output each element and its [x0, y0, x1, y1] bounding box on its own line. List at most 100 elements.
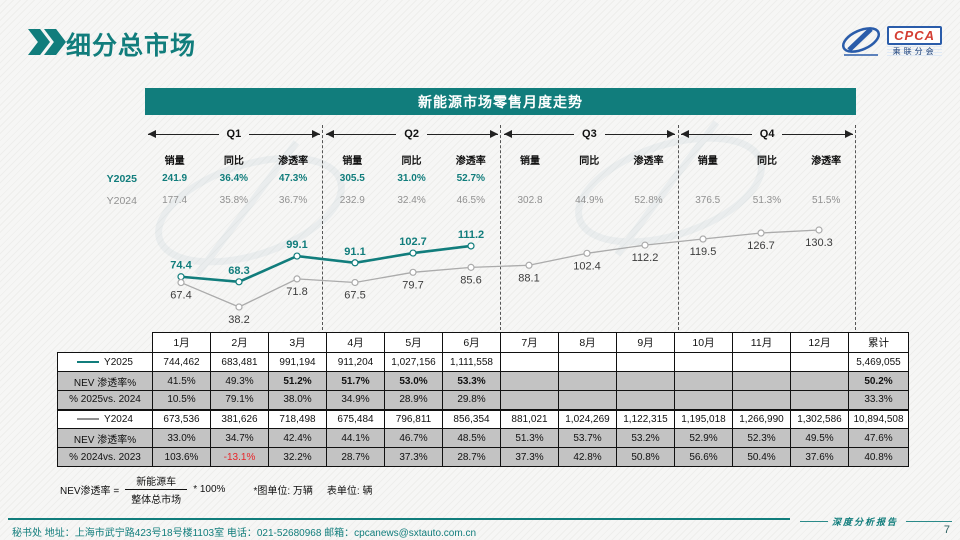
footer-rule-segment — [906, 521, 952, 522]
stat-header-row: 销量 同比 渗透率 销量 同比 渗透率 销量 同比 渗透率 销量 同比 渗透率 — [145, 152, 856, 168]
stat-cell: 52.8% — [634, 195, 663, 206]
table-cell: 37.6% — [790, 447, 849, 467]
data-label: 126.7 — [747, 240, 775, 252]
table-cell: 42.4% — [268, 428, 327, 448]
stat-cell: 51.3% — [752, 195, 782, 206]
y2024-stat-row: 177.4 35.8% 36.7% 232.9 32.4% 46.5% 302.8 44.9%… — [145, 195, 856, 211]
row-label: Y2025 — [57, 352, 153, 372]
row-label: NEV 渗透率% — [57, 371, 153, 391]
formula-denominator: 整体总市场 — [125, 489, 188, 506]
table-cell: 41.5% — [152, 371, 211, 391]
right-arrow-icon — [249, 130, 320, 138]
stat-cell: 44.9% — [575, 195, 604, 206]
table-cell — [732, 390, 791, 410]
table-cell: 991,194 — [268, 352, 327, 372]
stat-cell — [797, 173, 856, 189]
table-cell: 28.7% — [326, 447, 385, 467]
table-cell: 49.3% — [210, 371, 269, 391]
stat-cell: 同比 — [579, 156, 600, 167]
table-cell: 40.8% — [848, 447, 909, 467]
table-cell — [500, 371, 559, 391]
row-label: Y2024 — [57, 408, 153, 429]
stat-cell: 同比 — [756, 156, 777, 167]
stat-cell: 31.0% — [397, 173, 426, 184]
table-cell — [616, 371, 675, 391]
footer-contact: 秘书处 地址：上海市武宁路423号18号楼1103室 电话：021-526809… — [12, 528, 477, 539]
quarter-span-q3: Q3 — [501, 125, 679, 143]
data-point — [351, 259, 359, 267]
data-label: 130.3 — [805, 237, 833, 249]
series-line-y2024 — [180, 229, 820, 308]
data-point — [351, 278, 359, 287]
data-label: 67.4 — [170, 290, 191, 302]
table-cell: 50.4% — [732, 447, 791, 467]
data-point — [467, 242, 475, 250]
stat-cell: 241.9 — [162, 173, 188, 184]
formula-lhs: NEV渗透率 = — [60, 486, 120, 497]
stat-cell: 同比 — [223, 156, 244, 167]
data-point — [525, 261, 533, 269]
table-cell: 49.5% — [790, 428, 849, 448]
monthly-data-table: 1月 2月 3月 4月 5月 6月 7月 8月 9月 10月 11月 12月 累计 Y2025 744,46… — [57, 332, 909, 467]
column-header: 5月 — [384, 332, 443, 353]
table-cell: 881,021 — [500, 408, 559, 429]
quarter-span-q1: Q1 — [145, 125, 323, 143]
penetration-formula: NEV渗透率 = 新能源车 整体总市场 * 100% *图单位: 万辆 表单位:… — [60, 473, 372, 506]
table-row: % 2025vs. 2024 10.5% 79.1% 38.0% 34.9% 28.9% 2… — [57, 390, 909, 410]
data-point — [177, 278, 185, 287]
data-point — [757, 229, 765, 237]
cpca-logo: CPCA 乘联分会 — [838, 22, 942, 60]
stat-cell: 35.8% — [219, 195, 249, 206]
stat-cell: 渗透率 — [633, 156, 664, 167]
table-cell: 79.1% — [210, 390, 269, 410]
stat-cell — [619, 173, 678, 189]
table-cell: 381,626 — [210, 408, 269, 429]
table-cell: 51.7% — [326, 371, 385, 391]
left-arrow-icon — [503, 130, 575, 138]
stat-cell: 渗透率 — [455, 156, 486, 167]
y2025-row-label: Y2025 — [106, 173, 137, 185]
left-arrow-icon — [681, 130, 752, 138]
table-cell: 50.2% — [848, 371, 909, 391]
data-label: 68.3 — [228, 265, 249, 277]
table-cell — [558, 390, 617, 410]
cpca-swoosh-icon — [842, 27, 881, 56]
column-header: 9月 — [616, 332, 675, 353]
table-cell: 718,498 — [268, 408, 327, 429]
data-point — [409, 249, 417, 257]
table-cell: 32.2% — [268, 447, 327, 467]
table-cell: 52.9% — [674, 428, 733, 448]
data-point — [815, 226, 823, 234]
data-point — [409, 268, 417, 276]
stat-cell: 36.7% — [278, 195, 308, 206]
table-cell: 52.3% — [732, 428, 791, 448]
table-cell: 1,302,586 — [790, 408, 849, 429]
footer-rule — [8, 518, 790, 520]
title-chevron-icon — [44, 29, 66, 55]
stat-cell: 376.5 — [695, 195, 721, 206]
formula-fraction: 新能源车 整体总市场 — [125, 473, 188, 506]
data-label: 91.1 — [344, 246, 365, 258]
table-corner-cell — [58, 333, 153, 353]
table-cell: 856,354 — [442, 408, 501, 429]
data-label: 119.5 — [690, 246, 717, 258]
stat-cell: 销量 — [697, 156, 718, 167]
table-cell — [674, 371, 733, 391]
stat-cell: 177.4 — [162, 195, 188, 206]
footer-rule-segment — [800, 521, 828, 522]
stat-cell: 渗透率 — [278, 156, 309, 167]
right-arrow-icon — [604, 130, 676, 138]
data-label: 79.7 — [402, 279, 423, 291]
data-label: 99.1 — [286, 239, 307, 251]
table-cell: 53.7% — [558, 428, 617, 448]
y2025-stat-row: 241.9 36.4% 47.3% 305.5 31.0% 52.7% — [145, 173, 856, 189]
table-cell: 37.3% — [384, 447, 443, 467]
table-cell: 1,122,315 — [616, 408, 675, 429]
table-cell — [732, 371, 791, 391]
data-label: 85.6 — [460, 274, 481, 286]
table-cell: 1,266,990 — [732, 408, 791, 429]
table-cell: 33.3% — [848, 390, 909, 410]
data-point — [235, 278, 243, 286]
stat-cell: 同比 — [401, 156, 422, 167]
table-cell: 744,462 — [152, 352, 211, 372]
